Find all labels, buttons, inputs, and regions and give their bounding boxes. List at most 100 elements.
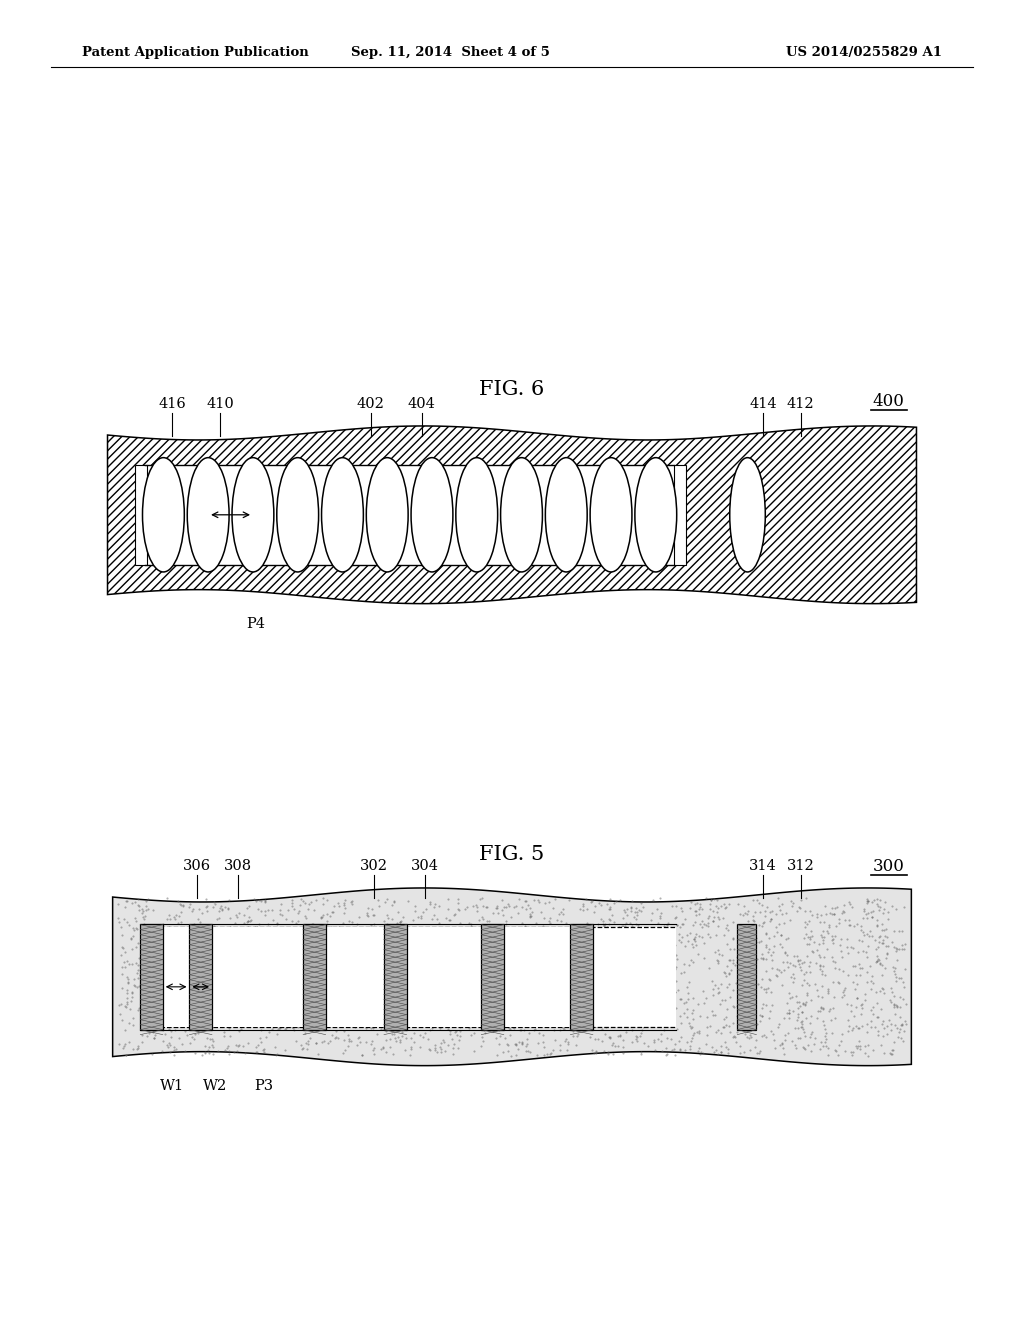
Point bbox=[756, 978, 772, 999]
Point bbox=[812, 998, 828, 1019]
Point bbox=[416, 925, 432, 946]
Point bbox=[314, 904, 331, 925]
Point bbox=[304, 944, 321, 965]
Point bbox=[474, 997, 490, 1018]
Point bbox=[829, 972, 846, 993]
Point bbox=[580, 931, 596, 952]
Point bbox=[629, 950, 645, 972]
Point bbox=[764, 900, 780, 921]
Point bbox=[420, 950, 436, 972]
Point bbox=[738, 981, 755, 1002]
Point bbox=[377, 944, 393, 965]
Point bbox=[433, 994, 450, 1015]
Point bbox=[422, 1020, 438, 1041]
Point bbox=[286, 1019, 302, 1040]
Point bbox=[790, 991, 806, 1012]
Point bbox=[859, 962, 876, 983]
Point bbox=[528, 924, 545, 945]
Point bbox=[601, 946, 617, 968]
Point bbox=[859, 936, 876, 957]
Point bbox=[324, 1024, 340, 1045]
Point bbox=[353, 1045, 370, 1067]
Point bbox=[462, 1001, 478, 1022]
Point bbox=[551, 903, 567, 924]
Point bbox=[693, 1041, 710, 1063]
Point bbox=[816, 1019, 833, 1040]
Text: 400: 400 bbox=[872, 393, 905, 411]
Point bbox=[833, 928, 849, 949]
Point bbox=[117, 941, 133, 962]
Point bbox=[379, 994, 395, 1015]
Point bbox=[376, 973, 392, 994]
Point bbox=[161, 919, 177, 940]
Point bbox=[323, 916, 339, 937]
Point bbox=[439, 964, 456, 985]
Point bbox=[720, 1043, 736, 1064]
Point bbox=[847, 978, 863, 999]
Point bbox=[166, 1016, 182, 1038]
Point bbox=[169, 923, 185, 944]
Point bbox=[297, 892, 313, 913]
Point bbox=[276, 977, 293, 998]
Point bbox=[845, 1041, 861, 1063]
Point bbox=[624, 948, 640, 969]
Point bbox=[889, 949, 905, 970]
Point bbox=[164, 997, 180, 1018]
Point bbox=[160, 979, 176, 1001]
Point bbox=[761, 927, 777, 948]
Point bbox=[135, 908, 152, 929]
Point bbox=[555, 904, 571, 925]
Point bbox=[249, 961, 265, 982]
Point bbox=[751, 932, 767, 953]
Point bbox=[484, 1020, 501, 1041]
Point bbox=[864, 907, 881, 928]
Point bbox=[560, 1031, 577, 1052]
Point bbox=[340, 966, 356, 987]
Point bbox=[205, 952, 221, 973]
Point bbox=[174, 969, 190, 990]
Point bbox=[717, 898, 733, 919]
Point bbox=[380, 907, 396, 928]
Point bbox=[874, 978, 891, 999]
Point bbox=[824, 972, 841, 993]
Point bbox=[444, 1038, 461, 1059]
Point bbox=[321, 924, 337, 945]
Point bbox=[829, 896, 846, 917]
Point bbox=[851, 953, 867, 974]
Point bbox=[753, 931, 769, 952]
Point bbox=[894, 939, 910, 960]
Point bbox=[156, 941, 172, 962]
Point bbox=[514, 1031, 530, 1052]
Point bbox=[172, 982, 188, 1003]
Point bbox=[165, 977, 181, 998]
Point bbox=[366, 975, 382, 997]
Point bbox=[729, 1006, 745, 1027]
Point bbox=[454, 966, 470, 987]
Point bbox=[367, 974, 383, 995]
Point bbox=[696, 933, 713, 954]
Point bbox=[459, 896, 475, 917]
Point bbox=[114, 964, 130, 985]
Point bbox=[615, 1036, 632, 1057]
Point bbox=[714, 945, 730, 966]
Point bbox=[326, 1007, 342, 1028]
Point bbox=[419, 991, 435, 1012]
Point bbox=[767, 904, 783, 925]
Point bbox=[325, 1007, 341, 1028]
Point bbox=[600, 1041, 616, 1063]
Point bbox=[487, 969, 504, 990]
Point bbox=[361, 1006, 378, 1027]
Point bbox=[775, 912, 792, 933]
Ellipse shape bbox=[635, 458, 677, 572]
Point bbox=[414, 920, 430, 941]
Point bbox=[171, 927, 187, 948]
Point bbox=[897, 958, 913, 979]
Point bbox=[575, 920, 592, 941]
Point bbox=[538, 944, 554, 965]
Point bbox=[791, 953, 807, 974]
Point bbox=[435, 975, 452, 997]
Point bbox=[498, 950, 514, 972]
Point bbox=[514, 936, 530, 957]
Point bbox=[815, 929, 831, 950]
Point bbox=[154, 998, 170, 1019]
